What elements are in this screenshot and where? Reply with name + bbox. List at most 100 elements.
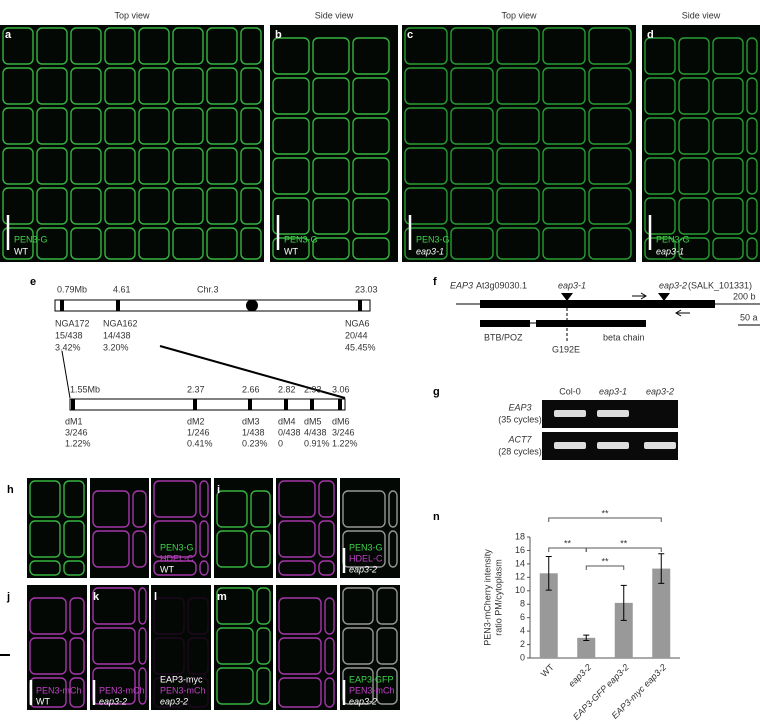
position: 2.66 [242,384,260,394]
micrograph [270,25,398,262]
caption: WT [14,246,28,256]
marker-tick [338,399,342,410]
cell-outline [746,237,758,260]
cell-outline [312,117,350,155]
y-axis-label: ratio PM/cytoplasm [493,559,503,636]
marker-frequency: 0.23% [242,438,268,448]
marker-frequency: 3.42% [55,342,81,352]
cell-outline [216,587,254,625]
mutation: G192E [552,344,580,354]
cell-outline [172,187,204,225]
marker-tick [358,300,362,311]
cell-pattern [153,480,209,576]
cell-pattern [278,480,335,576]
primer [675,309,690,317]
cell-pattern [216,587,271,705]
error-bar [620,584,627,621]
cell-outline [172,147,204,185]
cell-outline [36,67,68,105]
caption: eap3-2 [349,564,377,574]
caption: eap3-2 [349,696,377,706]
cell-outline [104,27,136,65]
cell-outline [496,107,540,145]
y-tick-label: 6 [520,612,525,622]
micrograph [214,478,273,578]
cell-outline [2,107,34,145]
y-tick-label: 4 [520,625,525,635]
mutation-arrow [561,293,573,301]
cell-outline [312,197,350,235]
cell-outline [404,27,448,65]
cell-outline [70,187,102,225]
cell-outline [2,67,34,105]
cell-pattern [278,597,335,708]
cell-outline [132,530,147,568]
cell-pattern [216,490,271,568]
marker-frequency: 0.41% [187,438,213,448]
x-tick-label: WT [539,662,556,679]
micrograph [90,478,149,578]
caption: PEN3-mCh [36,685,82,695]
cell-outline [644,237,676,260]
cell-outline [199,480,209,518]
cell-outline [588,147,632,185]
cell-pattern [92,490,147,568]
cell-outline [206,67,238,105]
position: 2.93 [304,384,322,394]
cell-outline [324,637,335,675]
cell-outline [92,587,136,625]
cell-outline [588,187,632,225]
cell-outline [216,490,248,528]
cell-outline [712,77,744,115]
cell-outline [272,197,310,235]
significance-label: ** [620,538,628,548]
cell-outline [138,27,170,65]
cell-outline [712,117,744,155]
cell-outline [104,147,136,185]
marker-tick [60,300,64,311]
marker-name: dM1 [65,416,83,426]
marker-recombinants: 0/438 [278,427,301,437]
cell-outline [644,77,676,115]
cell-outline [29,520,61,558]
exon [480,300,715,308]
cell-outline [104,67,136,105]
panel-label: b [275,29,282,41]
cell-outline [36,187,68,225]
zoom-line [159,345,346,399]
cell-pattern [342,587,398,705]
cell-outline [404,187,448,225]
cell-outline [216,667,254,705]
marker-name: NGA6 [345,318,370,328]
cell-outline [138,107,170,145]
cell-outline [92,490,130,528]
marker-recombinants: 1/246 [187,427,210,437]
cell-outline [153,520,197,558]
cell-outline [312,37,350,75]
domain-name: BTB/POZ [484,332,523,342]
cell-outline [240,27,262,65]
gene-name: EAP3 [450,280,473,290]
significance-bracket [585,547,662,552]
position: 23.03 [355,284,378,294]
panel-label: i [217,484,220,496]
centromere [246,299,258,312]
cell-pattern [2,27,262,260]
cell-outline [404,147,448,185]
position: 0.79Mb [57,284,87,294]
cell-outline [588,27,632,65]
y-tick-label: 16 [515,545,525,555]
cell-outline [324,597,335,635]
marker-name: dM5 [304,416,322,426]
cell-outline [138,667,147,705]
cell-outline [644,117,676,155]
allele: eap3-1 [558,280,586,290]
micrograph [214,585,273,710]
caption: WT [36,696,50,706]
cell-outline [450,147,494,185]
cell-outline [318,560,335,576]
cell-outline [712,197,744,235]
cell-pattern [153,597,209,708]
cell-outline [312,237,350,260]
panel-label: j [6,591,10,603]
